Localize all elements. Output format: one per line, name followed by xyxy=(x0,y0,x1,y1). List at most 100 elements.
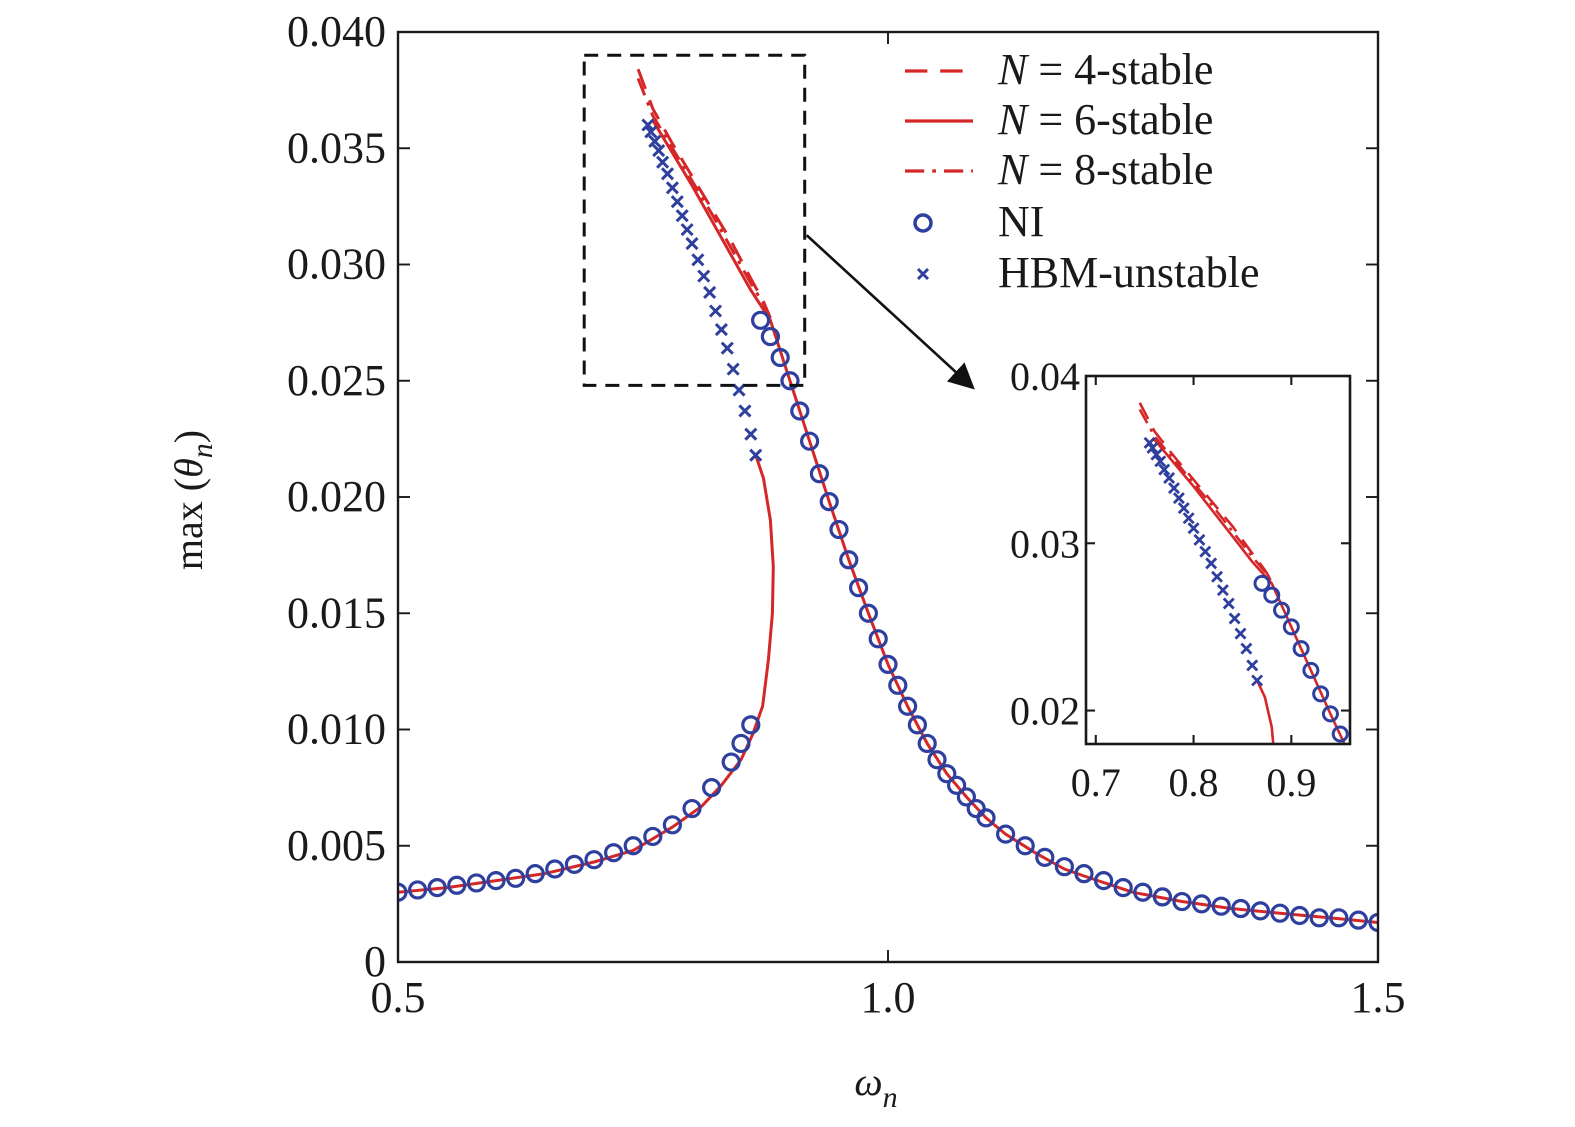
inset-ni-point xyxy=(952,983,966,997)
inset-ni-point xyxy=(1187,928,1201,942)
x-axis-label: ωn xyxy=(854,1059,897,1114)
main-ni-point xyxy=(525,864,545,884)
main-ni-point xyxy=(1348,910,1369,930)
main-ni-point xyxy=(1250,901,1271,921)
inset-ni-point xyxy=(1539,963,1553,977)
main-ni-point xyxy=(790,401,810,421)
main-ni-point xyxy=(1015,836,1035,856)
inset-ni-point xyxy=(1392,839,1406,853)
main-ni-point xyxy=(662,815,683,835)
legend-label-variable: N xyxy=(997,145,1038,194)
inset-hbm-point xyxy=(1158,463,1171,476)
main-hbm-point xyxy=(749,448,763,462)
inset-hbm-point xyxy=(1240,642,1253,655)
main-ni-point xyxy=(1054,857,1075,877)
inset-ni-point xyxy=(1382,824,1396,838)
main-ni-point xyxy=(701,778,722,798)
main-ni-point xyxy=(505,868,526,888)
inset-ni-point xyxy=(1030,975,1044,989)
main-ni-point xyxy=(917,733,937,754)
main-ni-point xyxy=(819,492,839,512)
main-hbm-point xyxy=(697,269,711,283)
main-ni-point xyxy=(848,578,869,598)
inset-ni-point xyxy=(1050,971,1064,985)
inset-ni-point xyxy=(1147,948,1161,962)
inset-ni-point xyxy=(1167,939,1181,953)
inset-ni-point xyxy=(1331,725,1349,743)
main-y-tick-label: 0.040 xyxy=(287,7,386,56)
x-axis-label-main: ω xyxy=(854,1059,882,1104)
inset-series-line-0 xyxy=(1138,402,1273,583)
inset-hbm-point xyxy=(1193,533,1206,546)
legend-label: N = 4-stable xyxy=(997,45,1213,94)
main-ni-point xyxy=(643,826,663,847)
inset-ni-point xyxy=(1282,618,1300,636)
zoom-indicator xyxy=(582,53,975,390)
main-hbm-point xyxy=(685,237,699,251)
inset-ni-point xyxy=(1011,978,1025,992)
inset-ni-point xyxy=(1353,769,1367,783)
legend-label-variable: N xyxy=(997,95,1038,144)
inset-ni-point xyxy=(1235,881,1249,895)
legend-label: NI xyxy=(998,197,1044,246)
inset-ni-point xyxy=(1363,787,1377,801)
legend-label-variable: N xyxy=(997,45,1038,94)
main-y-tick-label: 0.025 xyxy=(287,356,386,405)
legend-label-text: NI xyxy=(998,197,1044,246)
inset-ni-point xyxy=(991,980,1005,994)
main-y-tick-label: 0 xyxy=(364,937,386,986)
main-hbm-point xyxy=(660,167,675,181)
main-hbm-point xyxy=(656,155,670,169)
legend-marker-ni xyxy=(913,213,933,233)
main-ni-point xyxy=(603,843,624,863)
y-axis-label-sub: n xyxy=(186,443,219,458)
inset-ni-point xyxy=(1460,919,1474,933)
legend-label-text: HBM-unstable xyxy=(998,248,1260,297)
main-data xyxy=(398,68,1378,933)
inset-hbm-point xyxy=(1234,627,1247,640)
x-axis-label-sub: n xyxy=(883,1081,898,1114)
axis-labels: ωn max (θn) xyxy=(166,430,898,1114)
main-ni-point xyxy=(1035,847,1055,867)
inset-hbm-point xyxy=(1150,448,1163,461)
main-ni-point xyxy=(398,882,408,902)
main-hbm-point xyxy=(738,404,752,418)
main-ni-point xyxy=(741,715,761,735)
main-ni-point xyxy=(623,836,643,856)
main-ni-point xyxy=(1329,908,1349,928)
main-ni-point xyxy=(466,873,486,893)
main-hbm-point xyxy=(691,253,705,267)
inset-hbm-point xyxy=(1182,512,1195,525)
inset-x-tick-label: 0.9 xyxy=(1266,760,1316,805)
inset-ni-point xyxy=(1263,586,1281,604)
main-plot: 0.5 1.0 1.500.0050.0100.0150.0200.0250.030… xyxy=(287,7,1406,1022)
inset-ni-point xyxy=(971,981,985,995)
main-ni-point xyxy=(486,871,506,891)
main-ni-point xyxy=(1074,864,1094,884)
inset-hbm-point xyxy=(1205,557,1218,570)
main-hbm-point xyxy=(641,118,655,132)
inset-ni-point xyxy=(1312,685,1330,703)
main-ni-point xyxy=(1113,877,1133,898)
main-x-tick-label: 1.0 xyxy=(861,973,916,1022)
inset-hbm-point xyxy=(1222,597,1235,610)
main-hbm-point xyxy=(732,383,746,397)
inset-frame xyxy=(1084,374,1352,746)
main-ni-point xyxy=(721,752,741,772)
inset-hbm-point xyxy=(1168,482,1180,495)
inset-hbm-point xyxy=(1251,674,1264,687)
inset-ni-point xyxy=(1431,893,1445,907)
main-hbm-point xyxy=(670,195,684,209)
inset-hbm-point xyxy=(1216,584,1229,597)
main-ni-point xyxy=(1309,908,1329,928)
inset-hbm-point xyxy=(1154,455,1167,468)
main-ni-point xyxy=(1172,891,1192,912)
main-ni-point xyxy=(584,850,604,870)
inset-series-line-1 xyxy=(1153,438,1346,744)
legend-label-text: = 8-stable xyxy=(1038,145,1213,194)
inset-x-tick-label: 0.8 xyxy=(1169,760,1219,805)
inset-hbm-point xyxy=(1246,659,1259,672)
inset-ni-point xyxy=(1273,601,1291,619)
main-y-tick-label: 0.020 xyxy=(287,472,386,521)
